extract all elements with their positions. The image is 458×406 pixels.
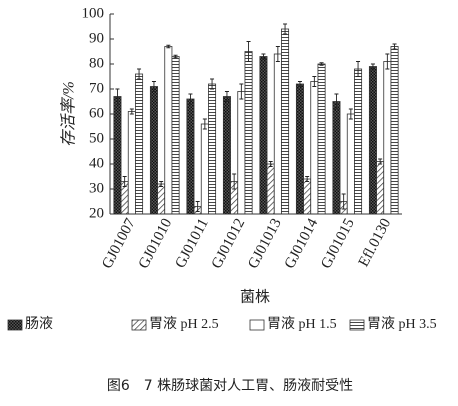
x-tick-label: GJ01015 bbox=[318, 216, 358, 271]
error-bar bbox=[334, 93, 339, 110]
y-tick-label: 20 bbox=[89, 205, 104, 221]
error-bar bbox=[159, 181, 164, 187]
bar bbox=[113, 96, 122, 215]
x-tick-label: GJ01013 bbox=[245, 216, 285, 271]
y-tick-label: 60 bbox=[89, 105, 104, 121]
bar bbox=[259, 56, 268, 215]
error-bar bbox=[297, 81, 302, 87]
bar bbox=[244, 51, 253, 215]
error-bar bbox=[370, 63, 375, 70]
y-tick-label: 80 bbox=[89, 55, 104, 71]
bar bbox=[390, 46, 399, 215]
bar bbox=[317, 63, 326, 215]
bar bbox=[208, 83, 217, 215]
bar bbox=[273, 53, 282, 215]
error-bar bbox=[341, 193, 346, 210]
bar bbox=[354, 68, 363, 215]
y-tick-label: 30 bbox=[89, 180, 104, 196]
error-bar bbox=[385, 53, 390, 70]
x-tick-label: GJ01010 bbox=[136, 216, 176, 271]
bar bbox=[186, 98, 195, 215]
error-bar bbox=[312, 76, 317, 87]
legend-label: 肠液 bbox=[25, 316, 53, 332]
y-tick-label: 90 bbox=[89, 30, 104, 46]
y-tick-label: 100 bbox=[82, 5, 105, 21]
x-tick-label: Efl.0130 bbox=[356, 216, 395, 269]
legend-swatch bbox=[349, 319, 365, 331]
error-bar bbox=[224, 91, 229, 102]
error-bar bbox=[319, 62, 324, 66]
error-bar bbox=[129, 108, 134, 115]
legend-label: 胃液 pH 3.5 bbox=[367, 316, 437, 332]
bar bbox=[310, 81, 319, 215]
error-bar bbox=[122, 176, 127, 187]
legend-swatch bbox=[7, 319, 23, 331]
y-axis-label: 存活率/% bbox=[60, 81, 78, 147]
error-bar bbox=[137, 68, 142, 80]
error-bar bbox=[166, 44, 171, 49]
error-bar bbox=[188, 93, 193, 105]
error-bar bbox=[195, 201, 200, 212]
legend-swatch bbox=[131, 319, 147, 331]
legend-swatch bbox=[249, 319, 265, 331]
bar bbox=[383, 61, 392, 215]
x-tick-label: GJ01014 bbox=[282, 216, 322, 272]
bar bbox=[200, 123, 209, 215]
error-bar bbox=[378, 158, 383, 165]
error-bar bbox=[210, 78, 215, 90]
bar bbox=[149, 86, 158, 215]
error-bar bbox=[305, 176, 310, 182]
bar bbox=[164, 46, 173, 215]
error-bar bbox=[151, 81, 156, 92]
bar bbox=[368, 66, 377, 215]
y-tick-label: 70 bbox=[89, 80, 104, 96]
x-tick-label: GJ01007 bbox=[99, 216, 139, 272]
bar bbox=[135, 73, 144, 215]
bar bbox=[157, 183, 166, 215]
error-bar bbox=[348, 108, 353, 120]
x-axis-label: 菌株 bbox=[240, 288, 270, 305]
error-bar bbox=[261, 53, 266, 60]
error-bar bbox=[268, 161, 273, 167]
bar bbox=[332, 101, 341, 215]
bar bbox=[127, 111, 136, 215]
bar bbox=[171, 56, 180, 215]
legend-label: 胃液 pH 2.5 bbox=[149, 316, 219, 332]
error-bar bbox=[275, 46, 280, 62]
bar bbox=[295, 83, 304, 215]
error-bar bbox=[283, 23, 288, 35]
error-bar bbox=[115, 88, 120, 105]
x-tick-label: GJ01011 bbox=[173, 216, 212, 271]
error-bar bbox=[356, 61, 361, 77]
bar bbox=[376, 161, 385, 215]
legend-label: 胃液 pH 1.5 bbox=[267, 316, 337, 332]
caption: 图6 7 株肠球菌对人工胃、肠液耐受性 bbox=[107, 378, 353, 394]
error-bar bbox=[232, 173, 237, 190]
bar bbox=[281, 28, 290, 215]
x-tick-label: GJ01012 bbox=[209, 216, 249, 271]
bar bbox=[346, 113, 355, 215]
error-bar bbox=[246, 41, 251, 62]
error-bar bbox=[239, 83, 244, 100]
error-bar bbox=[173, 54, 178, 59]
y-tick-label: 40 bbox=[89, 155, 104, 171]
error-bar bbox=[392, 43, 397, 50]
bar bbox=[266, 163, 275, 215]
bar bbox=[222, 96, 231, 215]
bar bbox=[237, 91, 246, 215]
bar bbox=[303, 178, 312, 215]
error-bar bbox=[202, 118, 207, 130]
y-tick-label: 50 bbox=[89, 130, 104, 146]
